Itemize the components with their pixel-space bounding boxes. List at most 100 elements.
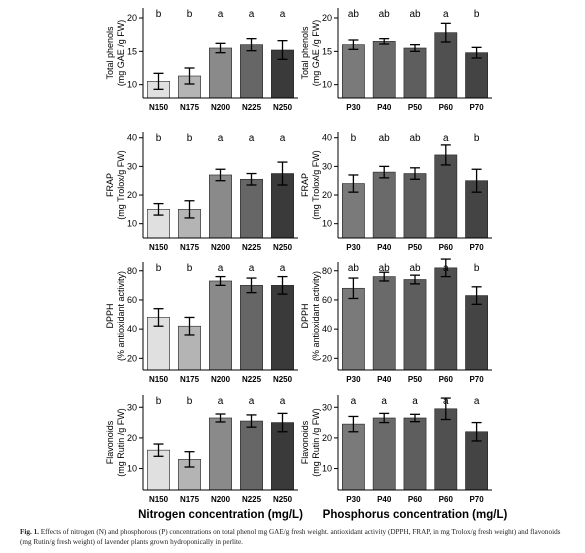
significance-letter: a [280, 9, 286, 20]
bar [240, 44, 263, 99]
bar [342, 44, 365, 99]
y-axis-label: FRAP [300, 173, 310, 197]
bar [403, 173, 427, 239]
bar [271, 422, 294, 491]
significance-letter: a [218, 133, 224, 144]
x-tick-label: N250 [273, 375, 293, 384]
y-tick-label: 10 [127, 219, 137, 229]
bar [372, 417, 396, 491]
x-tick-label: N250 [273, 243, 293, 252]
significance-letter: ab [348, 9, 360, 20]
bar [209, 47, 232, 99]
bar [434, 154, 458, 239]
significance-letter: ab [409, 263, 421, 274]
y-tick-label: 20 [127, 190, 137, 200]
bar [403, 417, 427, 491]
x-tick-label: N175 [180, 375, 200, 384]
significance-letter: b [187, 396, 193, 407]
bar [209, 417, 232, 491]
bar [434, 408, 458, 491]
significance-letter: ab [409, 9, 421, 20]
significance-letter: b [187, 133, 193, 144]
y-tick-label: 60 [322, 295, 332, 305]
x-tick-label: P40 [377, 495, 392, 504]
y-tick-label: 20 [127, 433, 137, 443]
significance-letter: a [280, 133, 286, 144]
y-tick-label: 40 [322, 133, 332, 143]
significance-letter: a [351, 396, 357, 407]
y-tick-label: 10 [127, 80, 137, 90]
x-tick-label: P30 [346, 243, 361, 252]
x-tick-label: P60 [439, 103, 454, 112]
y-axis-label: (mg Trolox/g FW) [116, 150, 126, 220]
y-axis-label: Total phenols [300, 26, 310, 80]
significance-letter: a [280, 263, 286, 274]
x-tick-label: N200 [211, 375, 231, 384]
x-tick-label: P60 [439, 243, 454, 252]
y-axis-label: (mg Rutin /g FW) [311, 408, 321, 477]
y-tick-label: 20 [127, 353, 137, 363]
y-axis-label: Flavonoids [300, 420, 310, 464]
x-tick-label: P30 [346, 375, 361, 384]
x-tick-label: P30 [346, 495, 361, 504]
x-tick-label: P60 [408, 495, 423, 504]
significance-letter: b [156, 9, 162, 20]
significance-letter: a [412, 396, 418, 407]
significance-letter: ab [348, 263, 360, 274]
y-axis-label: (mg Rutin /g FW) [116, 408, 126, 477]
x-tick-label: P30 [346, 103, 361, 112]
y-axis-label: (% antioxidant activity) [311, 271, 321, 361]
x-tick-label: N200 [211, 495, 231, 504]
bar [372, 41, 396, 99]
y-tick-label: 20 [322, 190, 332, 200]
significance-letter: a [443, 9, 449, 20]
y-axis-label: (% antioxidant activity) [116, 271, 126, 361]
y-axis-label: FRAP [105, 173, 115, 197]
x-tick-label: N225 [242, 495, 262, 504]
y-axis-label: (mg Trolox/g FW) [311, 150, 321, 220]
y-tick-label: 80 [322, 266, 332, 276]
x-tick-label: N175 [180, 103, 200, 112]
y-tick-label: 20 [322, 353, 332, 363]
bar [434, 267, 458, 371]
x-tick-label: P60 [439, 375, 454, 384]
y-tick-label: 10 [127, 464, 137, 474]
y-tick-label: 10 [322, 219, 332, 229]
x-tick-label: P70 [469, 495, 484, 504]
x-axis-title: Phosphorus concentration (mg/L) [323, 509, 508, 521]
significance-letter: b [156, 133, 162, 144]
y-tick-label: 20 [127, 13, 137, 23]
x-tick-label: P50 [408, 375, 423, 384]
y-axis-label: DPPH [300, 303, 310, 328]
x-tick-label: N225 [242, 103, 262, 112]
x-tick-label: N150 [149, 375, 169, 384]
y-tick-label: 30 [322, 402, 332, 412]
caption: Fig. 1. Effects of nitrogen (N) and phos… [20, 527, 565, 547]
caption-label: Fig. 1. [20, 528, 39, 536]
caption-text: Effects of nitrogen (N) and phosphorous … [20, 528, 561, 546]
y-tick-label: 30 [322, 161, 332, 171]
significance-letter: a [249, 133, 255, 144]
significance-letter: a [443, 263, 449, 274]
x-tick-label: N250 [273, 495, 293, 504]
significance-letter: b [156, 263, 162, 274]
significance-letter: b [474, 9, 480, 20]
x-tick-label: N150 [149, 495, 169, 504]
x-tick-label: N175 [180, 495, 200, 504]
significance-letter: ab [379, 133, 391, 144]
bar [209, 280, 232, 371]
bar [240, 420, 263, 491]
significance-letter: a [249, 263, 255, 274]
bar [372, 171, 396, 239]
x-tick-label: P60 [439, 495, 454, 504]
x-tick-label: P50 [408, 243, 423, 252]
significance-letter: b [474, 263, 480, 274]
x-tick-label: P50 [408, 103, 423, 112]
significance-letter: b [187, 9, 193, 20]
y-axis-label: (mg GAE /g FW) [116, 20, 126, 87]
x-tick-label: N225 [242, 375, 262, 384]
x-axis-title: Nitrogen concentration (mg/L) [138, 509, 303, 521]
significance-letter: a [218, 263, 224, 274]
y-tick-label: 20 [322, 13, 332, 23]
y-tick-label: 80 [127, 266, 137, 276]
